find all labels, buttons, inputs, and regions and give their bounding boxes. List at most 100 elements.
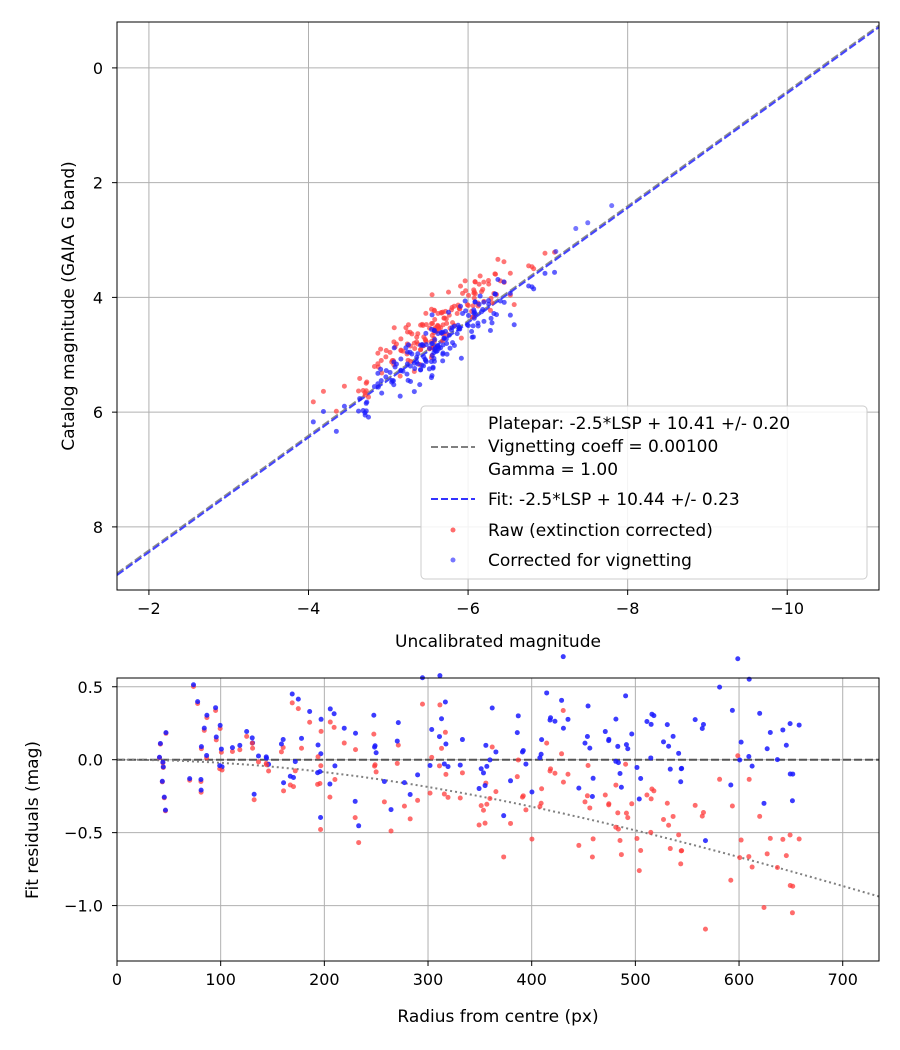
bottom-y-tick-label: 0.0: [78, 751, 103, 770]
raw-residual-point: [523, 807, 529, 813]
corrected-residual-point: [634, 764, 640, 770]
raw-point: [470, 303, 476, 309]
raw-point: [371, 363, 377, 369]
raw-point: [432, 317, 438, 323]
raw-residual-point: [582, 799, 588, 805]
raw-residual-point: [318, 728, 324, 734]
raw-residual-point: [514, 774, 520, 780]
raw-residual-point: [584, 793, 590, 799]
corrected-residual-point: [692, 717, 698, 723]
raw-residual-point: [552, 770, 558, 776]
corrected-point: [573, 226, 579, 232]
raw-residual-point: [717, 776, 723, 782]
corrected-point: [411, 389, 417, 395]
bottom-x-tick-label: 100: [205, 970, 236, 989]
raw-point: [446, 289, 452, 295]
corrected-point: [440, 342, 446, 348]
corrected-residual-point: [156, 754, 162, 760]
corrected-residual-point: [289, 691, 295, 697]
corrected-point: [387, 369, 393, 375]
corrected-residual-point: [717, 684, 723, 690]
raw-residual-point: [388, 828, 394, 834]
raw-residual-point: [638, 847, 644, 853]
corrected-residual-point: [746, 676, 752, 682]
raw-residual-point: [457, 795, 463, 801]
raw-residual-point: [327, 794, 333, 800]
raw-point: [422, 336, 428, 342]
raw-point: [379, 370, 385, 376]
corrected-point: [439, 330, 445, 336]
raw-residual-point: [353, 747, 359, 753]
corrected-residual-point: [638, 775, 644, 781]
bottom-scatter-points: [156, 654, 802, 932]
raw-residual-point: [664, 800, 670, 806]
corrected-point: [414, 354, 420, 360]
raw-residual-point: [480, 807, 486, 813]
corrected-residual-point: [487, 757, 493, 763]
corrected-residual-point: [735, 656, 741, 662]
corrected-residual-point: [757, 710, 763, 716]
corrected-residual-point: [163, 730, 169, 736]
corrected-point: [391, 345, 397, 351]
corrected-residual-point: [195, 699, 201, 705]
corrected-point: [487, 328, 493, 334]
raw-residual-point: [332, 777, 338, 783]
corrected-point: [364, 399, 370, 405]
raw-residual-point: [401, 803, 407, 809]
top-x-tick-label: −8: [616, 599, 640, 618]
corrected-residual-point: [160, 764, 166, 770]
legend-raw-swatch: [450, 527, 456, 533]
raw-residual-point: [281, 788, 287, 794]
raw-residual-point: [774, 864, 780, 870]
corrected-residual-point: [661, 739, 667, 745]
corrected-residual-point: [623, 742, 629, 748]
raw-point: [356, 388, 362, 394]
corrected-point: [451, 323, 457, 329]
raw-point: [479, 289, 485, 295]
corrected-residual-point: [307, 708, 313, 714]
raw-residual-point: [789, 910, 795, 916]
raw-residual-point: [439, 745, 445, 751]
raw-residual-point: [559, 751, 565, 757]
top-y-tick-label: 0: [93, 59, 103, 78]
raw-point: [378, 358, 384, 364]
raw-residual-point: [289, 700, 295, 706]
raw-residual-point: [437, 702, 443, 708]
raw-point: [418, 347, 424, 353]
corrected-residual-point: [394, 738, 400, 744]
vignetting-curve: [117, 758, 880, 898]
corrected-point: [371, 384, 377, 390]
raw-residual-point: [229, 748, 235, 754]
corrected-residual-point: [625, 746, 631, 752]
corrected-point: [378, 366, 384, 372]
raw-point: [492, 271, 498, 277]
raw-point: [471, 287, 477, 293]
corrected-residual-point: [244, 728, 250, 734]
corrected-residual-point: [483, 742, 489, 748]
corrected-point: [405, 342, 411, 348]
corrected-residual-point: [292, 759, 298, 765]
corrected-residual-point: [457, 762, 463, 768]
top-y-tick-label: 8: [93, 518, 103, 537]
raw-residual-point: [251, 797, 257, 803]
corrected-point: [609, 203, 615, 209]
bottom-y-tick-label: −0.5: [64, 824, 103, 843]
corrected-point: [427, 345, 433, 351]
corrected-point: [429, 341, 435, 347]
corrected-residual-point: [217, 722, 223, 728]
corrected-point: [463, 308, 469, 314]
corrected-point: [333, 428, 339, 434]
corrected-residual-point: [737, 757, 743, 763]
bottom-grid: [116, 678, 879, 961]
raw-point: [458, 283, 464, 289]
corrected-residual-point: [352, 798, 358, 804]
bottom-y-tick-label: 0.5: [78, 678, 103, 697]
raw-residual-point: [419, 701, 425, 707]
corrected-residual-point: [501, 813, 507, 819]
corrected-residual-point: [774, 757, 780, 763]
corrected-point: [542, 270, 548, 276]
corrected-residual-point: [484, 763, 490, 769]
raw-residual-point: [767, 835, 773, 841]
raw-point: [391, 339, 397, 345]
corrected-residual-point: [767, 729, 773, 735]
